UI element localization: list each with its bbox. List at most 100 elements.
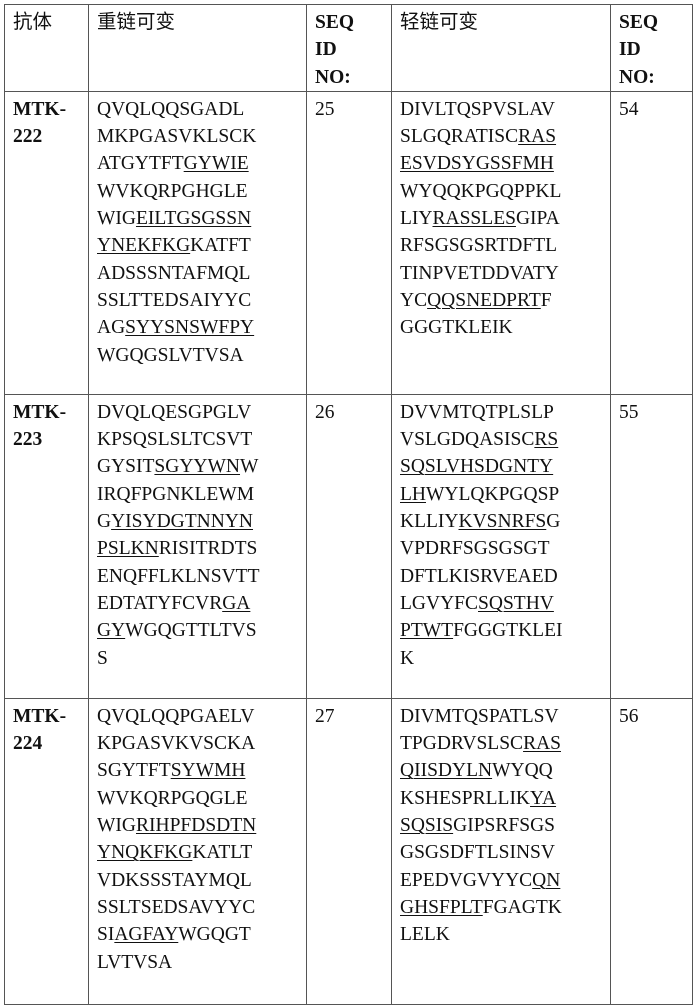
sequence-line: YNQKFKGKATLT (97, 839, 300, 866)
sequence-line: GHSFPLTFGAGTK (400, 894, 604, 921)
framework-segment: KATLT (192, 842, 252, 863)
sequence-line: GYISYDGTNNYN (97, 508, 300, 535)
sequence-line: LVTVSA (97, 949, 300, 976)
sequence-line: LELK (400, 921, 604, 948)
framework-segment: TPGDRVSLSC (400, 733, 523, 754)
sequence-line: VDKSSSTAYMQL (97, 867, 300, 894)
sequence-line: QVQLQQPGAELV (97, 703, 300, 730)
sequence-line: QVQLQQSGADL (97, 96, 300, 123)
sequence-line: KPSQSLSLTCSVT (97, 426, 300, 453)
cdr-segment: RAS (523, 733, 561, 754)
sequence-line: SSLTSEDSAVYYC (97, 894, 300, 921)
sequence-line: GSGSDFTLSINSV (400, 839, 604, 866)
cdr-segment: QN (532, 870, 560, 891)
header-heavy-chain-variable: 重链可变 (89, 5, 307, 92)
framework-segment: LELK (400, 924, 450, 945)
sequence-line: DIVMTQSPATLSV (400, 703, 604, 730)
framework-segment: WGQGTTLTVS (125, 620, 256, 641)
framework-segment: GGGTKLEIK (400, 317, 513, 338)
framework-segment: DVQLQESGPGLV (97, 402, 251, 423)
sequence-line: SIAGFAYWGQGT (97, 921, 300, 948)
sequence-line: GGGTKLEIK (400, 314, 604, 341)
cdr-segment: ESVDSYGSSFMH (400, 153, 554, 174)
antibody-name: MTK-224 (5, 698, 89, 1004)
framework-segment: RFSGSGSRTDFTL (400, 235, 557, 256)
framework-segment: LGVYFC (400, 593, 478, 614)
cdr-segment: SQSTHV (478, 593, 554, 614)
cdr-segment: RS (534, 429, 558, 450)
sequence-line: SQSISGIPSRFSGS (400, 812, 604, 839)
header-light-chain-variable: 轻链可变 (392, 5, 611, 92)
table-row: MTK-223DVQLQESGPGLVKPSQSLSLTCSVTGYSITSGY… (5, 394, 693, 698)
antibody-name: MTK-222 (5, 91, 89, 394)
framework-segment: LVTVSA (97, 952, 172, 973)
cdr-segment: GA (222, 593, 250, 614)
framework-segment: ENQFFLKLNSVTT (97, 566, 260, 587)
sequence-line: S (97, 645, 300, 672)
framework-segment: AG (97, 317, 125, 338)
framework-segment: KPSQSLSLTCSVT (97, 429, 252, 450)
framework-segment: SSLTTEDSAIYYC (97, 290, 251, 311)
cdr-segment: AGFAY (114, 924, 178, 945)
cdr-segment: EILTGSGSSN (136, 208, 251, 229)
framework-segment: EDTATYFCVR (97, 593, 222, 614)
sequence-line: KSHESPRLLIKYA (400, 785, 604, 812)
light-chain-sequence: DIVLTQSPVSLAVSLGQRATISCRASESVDSYGSSFMHWY… (392, 91, 611, 394)
sequence-line: AGSYYSNSWFPY (97, 314, 300, 341)
framework-segment: YC (400, 290, 427, 311)
sequence-line: DVQLQESGPGLV (97, 399, 300, 426)
cdr-segment: SYWMH (171, 760, 246, 781)
header-antibody: 抗体 (5, 5, 89, 92)
sequence-line: SQSLVHSDGNTY (400, 453, 604, 480)
cdr-segment: LH (400, 484, 426, 505)
framework-segment: WGQGT (178, 924, 251, 945)
framework-segment: QVQLQQSGADL (97, 99, 244, 120)
cdr-segment: SGYYWN (154, 456, 240, 477)
light-seq-id: 55 (611, 394, 693, 698)
framework-segment: SSLTSEDSAVYYC (97, 897, 255, 918)
sequence-line: GYSITSGYYWNW (97, 453, 300, 480)
sequence-line: SSLTTEDSAIYYC (97, 287, 300, 314)
header-heavy-seq-id: SEQ ID NO: (307, 5, 392, 92)
sequence-line: DIVLTQSPVSLAV (400, 96, 604, 123)
cdr-segment: YA (530, 788, 556, 809)
framework-segment: VSLGDQASISC (400, 429, 534, 450)
sequence-line: VSLGDQASISCRS (400, 426, 604, 453)
cdr-segment: KVSNRFS (458, 511, 546, 532)
framework-segment: WGQGSLVTVSA (97, 345, 244, 366)
sequence-line: TINPVETDDVATY (400, 260, 604, 287)
framework-segment: W (240, 456, 258, 477)
cdr-segment: PSLKN (97, 538, 159, 559)
framework-segment: SI (97, 924, 114, 945)
framework-segment: GIPSRFSGS (453, 815, 555, 836)
framework-segment: WVKQRPGQGLE (97, 788, 248, 809)
cdr-segment: RIHPFDSDTN (136, 815, 256, 836)
sequence-line: GYWGQGTTLTVS (97, 617, 300, 644)
framework-segment: GSGSDFTLSINSV (400, 842, 555, 863)
framework-segment: WYQQKPGQPPKL (400, 181, 561, 202)
sequence-line: K (400, 645, 604, 672)
table-row: MTK-222QVQLQQSGADLMKPGASVKLSCKATGYTFTGYW… (5, 91, 693, 394)
cdr-segment: SQSIS (400, 815, 453, 836)
framework-segment: DFTLKISRVEAED (400, 566, 558, 587)
framework-segment: WYLQKPGQSP (426, 484, 559, 505)
sequence-line: WIGRIHPFDSDTN (97, 812, 300, 839)
heavy-seq-id: 27 (307, 698, 392, 1004)
sequence-line: YNEKFKGKATFT (97, 232, 300, 259)
framework-segment: KLLIY (400, 511, 458, 532)
framework-segment: FGGGTKLEI (453, 620, 562, 641)
light-chain-sequence: DVVMTQTPLSLPVSLGDQASISCRSSQSLVHSDGNTYLHW… (392, 394, 611, 698)
framework-segment: SLGQRATISC (400, 126, 518, 147)
framework-segment: ATGYTFT (97, 153, 184, 174)
sequence-line: RFSGSGSRTDFTL (400, 232, 604, 259)
sequence-line: WVKQRPGQGLE (97, 785, 300, 812)
framework-segment: IRQFPGNKLEWM (97, 484, 254, 505)
sequence-line: SGYTFTSYWMH (97, 757, 300, 784)
sequence-line: WGQGSLVTVSA (97, 342, 300, 369)
heavy-seq-id: 26 (307, 394, 392, 698)
sequence-line: MKPGASVKLSCK (97, 123, 300, 150)
cdr-segment: GHSFPLT (400, 897, 483, 918)
sequence-line: ADSSSNTAFMQL (97, 260, 300, 287)
cdr-segment: YISYDGTNNYN (111, 511, 253, 532)
framework-segment: KPGASVKVSCKA (97, 733, 255, 754)
